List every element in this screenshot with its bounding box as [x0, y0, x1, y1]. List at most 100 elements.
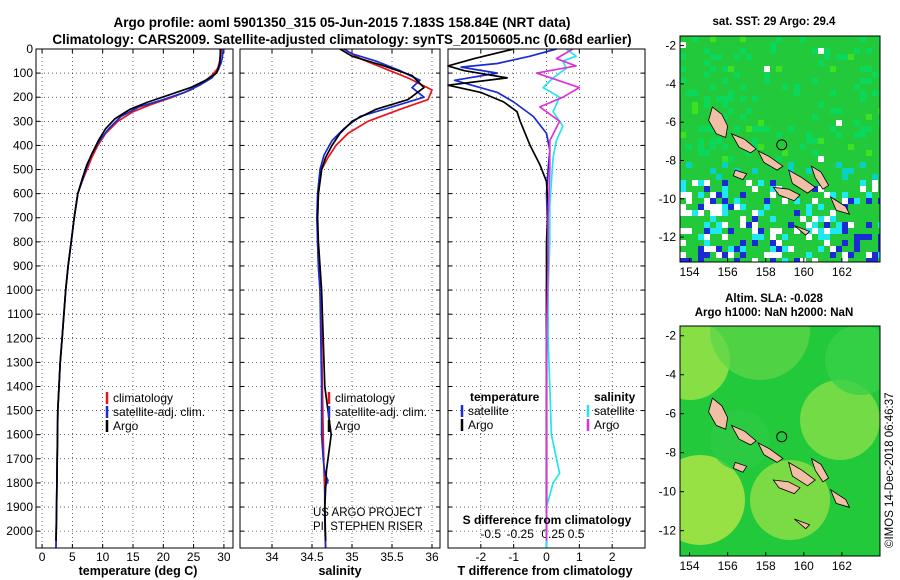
- sst-cell: [698, 144, 704, 150]
- sst-cell: [698, 180, 704, 186]
- sst-cell: [782, 150, 788, 156]
- sst-cell: [680, 132, 686, 138]
- ytick-label: 1200: [6, 331, 33, 345]
- ytick-label: 1000: [6, 283, 33, 297]
- sst-cell: [830, 210, 836, 216]
- xtick-label: 1: [576, 550, 583, 564]
- sst-cell: [716, 210, 722, 216]
- s-xtick-label: 0.25: [541, 527, 565, 541]
- sst-cell: [740, 240, 746, 246]
- sst-cell: [686, 210, 692, 216]
- xtick-label: 35: [345, 550, 359, 564]
- xtick-label: 34.5: [300, 550, 324, 564]
- sst-cell: [794, 90, 800, 96]
- sst-cell: [800, 36, 806, 42]
- sst-cell: [692, 36, 698, 42]
- sst-cell: [722, 192, 728, 198]
- sst-cell: [770, 258, 776, 262]
- sst-cell: [818, 246, 824, 252]
- sst-cell: [782, 258, 788, 262]
- sst-cell: [812, 228, 818, 234]
- ytick-label: 1900: [6, 500, 33, 514]
- sst-cell: [854, 120, 860, 126]
- sst-cell: [872, 258, 878, 262]
- xtick-label: 15: [126, 550, 140, 564]
- sst-cell: [776, 246, 782, 252]
- sst-cell: [824, 192, 830, 198]
- sst-cell: [722, 162, 728, 168]
- sst-cell: [722, 96, 728, 102]
- sst-cell: [722, 66, 728, 72]
- sst-cell: [692, 102, 698, 108]
- sst-cell: [854, 198, 860, 204]
- sst-cell: [716, 204, 722, 210]
- sst-cell: [764, 252, 770, 258]
- s-xtick-label: 0.5: [568, 527, 585, 541]
- sst-cell: [698, 258, 704, 262]
- argo-position-marker: [776, 431, 788, 443]
- sst-cell: [836, 246, 842, 252]
- sst-cell: [716, 246, 722, 252]
- xtick-label: -2: [475, 550, 486, 564]
- sst-cell: [818, 60, 824, 66]
- sst-cell: [734, 246, 740, 252]
- sst-cell: [860, 78, 866, 84]
- sst-cell: [710, 246, 716, 252]
- sst-cell: [752, 168, 758, 174]
- sst-cell: [704, 204, 710, 210]
- sst-cell: [758, 210, 764, 216]
- map-ytick-label: -12: [659, 230, 677, 244]
- sst-cell: [860, 96, 866, 102]
- sst-cell: [842, 240, 848, 246]
- sst-cell: [848, 54, 854, 60]
- sst-cell: [830, 108, 836, 114]
- island-land: [794, 518, 811, 530]
- sst-cell: [764, 204, 770, 210]
- map-xtick-label: 154: [680, 265, 700, 279]
- sst-cell: [698, 138, 704, 144]
- sst-cell: [710, 204, 716, 210]
- sst-cell: [740, 246, 746, 252]
- sst-cell: [764, 78, 770, 84]
- legend-argo-label: Argo: [113, 419, 139, 433]
- sst-cell: [734, 72, 740, 78]
- sst-cell: [782, 84, 788, 90]
- sst-cell: [680, 204, 686, 210]
- sst-cell: [812, 198, 818, 204]
- sst-cell: [878, 234, 880, 240]
- sst-cell: [770, 228, 776, 234]
- sla-blob: [825, 326, 880, 395]
- island-land: [829, 195, 851, 215]
- sst-cell: [692, 210, 698, 216]
- sst-cell: [830, 252, 836, 258]
- sst-cell: [698, 246, 704, 252]
- sst-cell: [824, 234, 830, 240]
- sst-cell: [710, 66, 716, 72]
- island-land: [772, 479, 801, 495]
- sst-cell: [866, 198, 872, 204]
- sst-cell: [728, 246, 734, 252]
- sst-cell: [878, 120, 880, 126]
- sst-cell: [806, 210, 812, 216]
- sst-cell: [722, 252, 728, 258]
- island-land: [794, 225, 811, 236]
- sst-cell: [812, 78, 818, 84]
- project-credit: US ARGO PROJECT: [313, 507, 422, 519]
- sst-cell: [818, 156, 824, 162]
- sst-cell: [818, 102, 824, 108]
- sst-cell: [722, 144, 728, 150]
- sst-cell: [710, 144, 716, 150]
- map-xtick-label: 154: [680, 559, 700, 573]
- sst-cell: [686, 228, 692, 234]
- ytick-label: 1600: [6, 428, 33, 442]
- map-xtick-label: 158: [756, 559, 776, 573]
- sla-map-title: Altim. SLA: -0.028: [725, 293, 823, 305]
- map-frame: [679, 325, 881, 557]
- sst-cell: [872, 90, 878, 96]
- sst-cell: [722, 222, 728, 228]
- series-line-argo: [55, 49, 222, 541]
- sst-cell: [704, 240, 710, 246]
- sst-cell: [692, 90, 698, 96]
- sst-cell: [746, 54, 752, 60]
- pi-credit: PI: STEPHEN RISER: [313, 521, 423, 533]
